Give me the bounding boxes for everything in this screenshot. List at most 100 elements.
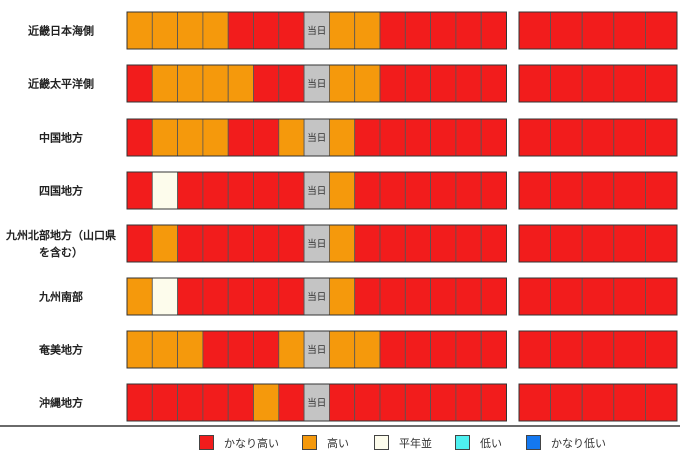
- heatmap-cell: [581, 277, 615, 316]
- heatmap-cell: [518, 277, 552, 316]
- heatmap-cell: [404, 64, 431, 103]
- heatmap-cell: [278, 64, 305, 103]
- heatmap-cell: [518, 64, 552, 103]
- row-block-outline: [126, 383, 507, 422]
- heatmap-cell: [613, 64, 646, 103]
- heatmap-cell: [202, 118, 229, 157]
- row-block-outline: [518, 277, 678, 316]
- heatmap-cell: [455, 64, 482, 103]
- heatmap-cell: [613, 11, 646, 50]
- heatmap-cell: [645, 64, 678, 103]
- heatmap-cell: [455, 383, 482, 422]
- heatmap-cell: [202, 224, 229, 263]
- today-cell-label: 当日: [307, 344, 326, 356]
- heatmap-cell: [253, 171, 280, 210]
- heatmap-cell: [227, 330, 254, 369]
- heatmap-cell: [177, 64, 204, 103]
- heatmap-cell: [278, 383, 305, 422]
- heatmap-cell: [227, 383, 254, 422]
- heatmap-cell: [613, 171, 646, 210]
- row-block-outline: [126, 171, 507, 210]
- heatmap-cell: [278, 118, 305, 157]
- heatmap-cell: [455, 224, 482, 263]
- today-cell-label: 当日: [307, 238, 326, 250]
- heatmap-cell: [550, 330, 583, 369]
- heatmap-cell: [379, 64, 406, 103]
- heatmap-cell: [328, 277, 356, 316]
- heatmap-cell: [645, 118, 678, 157]
- heatmap-cell: [354, 383, 381, 422]
- heatmap-cell: [645, 383, 678, 422]
- heatmap-cell: [480, 171, 507, 210]
- heatmap-cell: [151, 11, 179, 50]
- heatmap-cell: [379, 118, 406, 157]
- heatmap-cell: [328, 64, 356, 103]
- heatmap-cell: [328, 171, 356, 210]
- legend-label: 高い: [327, 436, 349, 450]
- legend-label: 低い: [480, 436, 502, 450]
- row-block-outline: [518, 224, 678, 263]
- heatmap-cell: [177, 383, 204, 422]
- legend-swatch: [455, 435, 470, 450]
- legend-divider: [0, 425, 680, 427]
- heatmap-cell: [455, 11, 482, 50]
- heatmap-cell: [430, 118, 457, 157]
- heatmap-cell: [581, 224, 615, 263]
- heatmap-cell: [227, 277, 254, 316]
- heatmap-cell: [354, 118, 381, 157]
- heatmap-cell: [151, 383, 179, 422]
- legend-label: かなり低い: [551, 436, 606, 450]
- heatmap-cell: [126, 118, 153, 157]
- today-cell-label: 当日: [307, 78, 326, 90]
- today-cell-label: 当日: [307, 291, 326, 303]
- heatmap-cell: [227, 11, 254, 50]
- heatmap-cell: [581, 64, 615, 103]
- heatmap-cell: [550, 64, 583, 103]
- heatmap-cell: [151, 330, 179, 369]
- today-cell-label: 当日: [307, 397, 326, 409]
- heatmap-cell: [328, 224, 356, 263]
- heatmap-cell: [151, 277, 179, 316]
- row-block-outline: [518, 383, 678, 422]
- heatmap-cell: [613, 383, 646, 422]
- heatmap-cell: [430, 330, 457, 369]
- heatmap-cell: [379, 224, 406, 263]
- heatmap-cell: [354, 330, 381, 369]
- heatmap-cell: [126, 224, 153, 263]
- heatmap-cell: [430, 64, 457, 103]
- heatmap-cell: [455, 118, 482, 157]
- heatmap-cell: [303, 330, 330, 369]
- region-label: 四国地方: [39, 184, 83, 197]
- heatmap-cell: [303, 11, 330, 50]
- legend-item: 高い: [302, 434, 349, 451]
- heatmap-cell: [404, 118, 431, 157]
- heatmap-cell: [379, 277, 406, 316]
- row-block-outline: [518, 118, 678, 157]
- heatmap-cell: [227, 118, 254, 157]
- region-label: 近畿日本海側: [28, 24, 94, 37]
- heatmap-cell: [126, 64, 153, 103]
- heatmap-cell: [202, 64, 229, 103]
- heatmap-cell: [177, 224, 204, 263]
- heatmap-cell: [227, 224, 254, 263]
- heatmap-cell: [581, 330, 615, 369]
- row-block-outline: [126, 11, 507, 50]
- heatmap-cell: [328, 11, 356, 50]
- legend-swatch: [374, 435, 389, 450]
- heatmap-cell: [581, 171, 615, 210]
- heatmap-cell: [550, 224, 583, 263]
- heatmap-cell: [550, 171, 583, 210]
- heatmap-cell: [550, 11, 583, 50]
- heatmap-cell: [126, 383, 153, 422]
- heatmap-cell: [480, 330, 507, 369]
- heatmap-cell: [518, 118, 552, 157]
- legend-item: 低い: [455, 434, 502, 451]
- heatmap-cell: [354, 11, 381, 50]
- heatmap-cell: [202, 277, 229, 316]
- heatmap-cell: [480, 118, 507, 157]
- heatmap-cell: [480, 277, 507, 316]
- region-label: 奄美地方: [39, 343, 83, 356]
- legend: かなり高い 高い 平年並 低い かなり低い: [0, 430, 680, 454]
- heatmap-cell: [177, 277, 204, 316]
